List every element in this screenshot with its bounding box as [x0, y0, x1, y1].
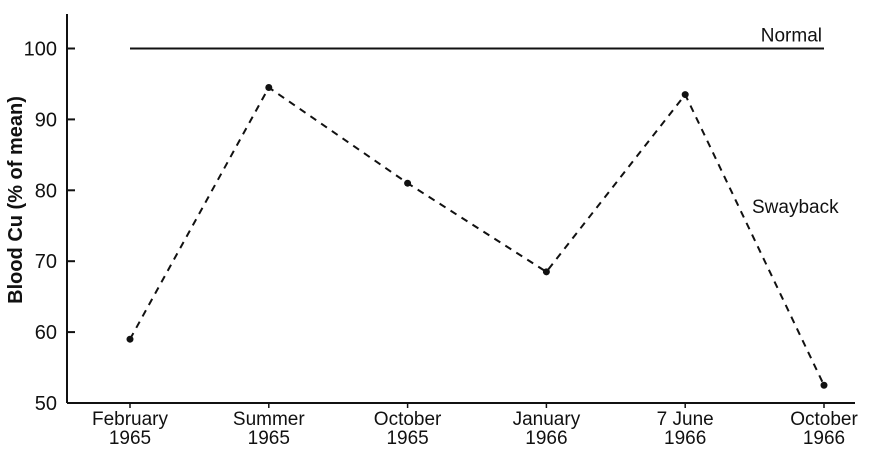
x-tick-label: October 1965 — [374, 409, 442, 448]
swayback-point — [820, 381, 828, 389]
swayback-point — [265, 83, 273, 91]
swayback-point — [126, 335, 134, 343]
y-tick-label: 60 — [35, 322, 57, 344]
swayback-line — [129, 86, 825, 386]
y-tick-label: 80 — [35, 180, 57, 202]
x-tick-label: January 1966 — [513, 409, 581, 448]
x-tick-label-line1: October — [374, 409, 442, 430]
x-tick-label-line2: 1966 — [525, 428, 567, 448]
x-tick-label: February 1965 — [92, 409, 169, 448]
x-tick-label: October 1966 — [790, 409, 858, 448]
x-tick-label-line1: October — [790, 409, 858, 430]
y-tick-label: 70 — [35, 251, 57, 273]
x-tick-label-line2: 1966 — [664, 428, 706, 448]
x-tick-label-line2: 1965 — [109, 428, 151, 448]
swayback-point — [404, 179, 412, 187]
y-ticks: 50 60 70 80 90 100 — [24, 39, 75, 415]
y-tick-label: 50 — [35, 393, 57, 415]
x-tick-label-line2: 1965 — [248, 428, 290, 448]
swayback-point — [681, 91, 689, 99]
series-group: Normal Swayback — [126, 26, 839, 389]
y-axis-label: Blood Cu (% of mean) — [5, 96, 27, 304]
x-tick-label: 7 June 1966 — [657, 409, 714, 448]
x-tick-label-line2: 1965 — [386, 428, 428, 448]
x-tick-label: Summer 1965 — [233, 409, 305, 448]
normal-series-label: Normal — [761, 26, 822, 47]
x-tick-label-line2: 1966 — [803, 428, 845, 448]
y-tick-label: 100 — [24, 39, 57, 61]
x-tick-label-line1: January — [513, 409, 581, 430]
x-tick-label-line1: Summer — [233, 409, 305, 430]
swayback-series-label: Swayback — [752, 197, 839, 218]
y-tick-label: 90 — [35, 109, 57, 131]
swayback-point — [542, 268, 550, 276]
x-tick-label-line1: 7 June — [657, 409, 714, 430]
axes — [66, 14, 855, 404]
x-tick-label-line1: February — [92, 409, 169, 430]
